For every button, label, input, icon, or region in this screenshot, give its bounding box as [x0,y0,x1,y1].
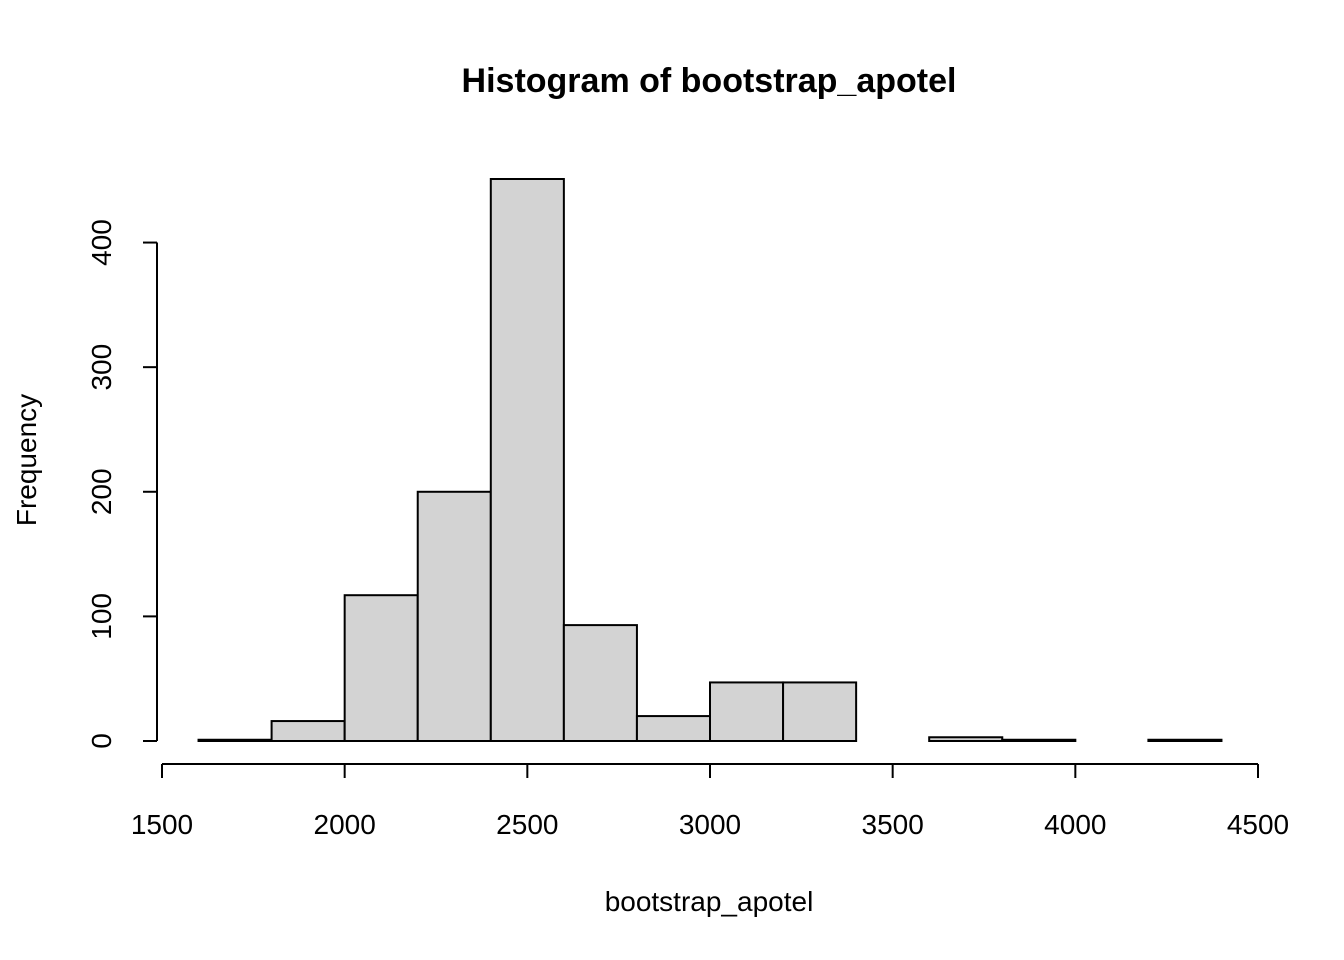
y-axis-label: Frequency [11,394,42,526]
x-tick-label: 3000 [679,809,741,840]
histogram-bar [562,624,638,742]
x-tick-label: 4000 [1044,809,1106,840]
y-axis: 0 100 200 300 400 [86,219,158,749]
y-tick-label: 200 [86,468,117,515]
y-tick-label: 0 [86,733,117,749]
x-tick-label: 4500 [1227,809,1289,840]
histogram-bar [782,681,858,742]
chart-title: Histogram of bootstrap_apotel [462,62,957,100]
histogram-bar [709,681,785,742]
histogram-bar [197,738,273,743]
histogram-bar [343,594,419,742]
y-tick-label: 300 [86,344,117,391]
x-axis-label: bootstrap_apotel [605,886,814,917]
histogram-bar [1001,738,1077,743]
y-tick-label: 400 [86,219,117,266]
x-tick-label: 2500 [496,809,558,840]
histogram-bar [1147,738,1223,743]
histogram-bar [928,736,1004,743]
histogram-bar [489,178,565,742]
histogram-bar [635,715,712,742]
x-tick-label: 1500 [131,809,193,840]
histogram-bar [416,490,492,743]
x-tick-label: 2000 [314,809,376,840]
bars-group [197,178,1223,743]
x-tick-label: 3500 [862,809,924,840]
y-tick-label: 100 [86,593,117,640]
x-axis: 1500 2000 2500 3000 3500 4000 4500 [131,763,1289,840]
histogram-bar [270,720,346,742]
